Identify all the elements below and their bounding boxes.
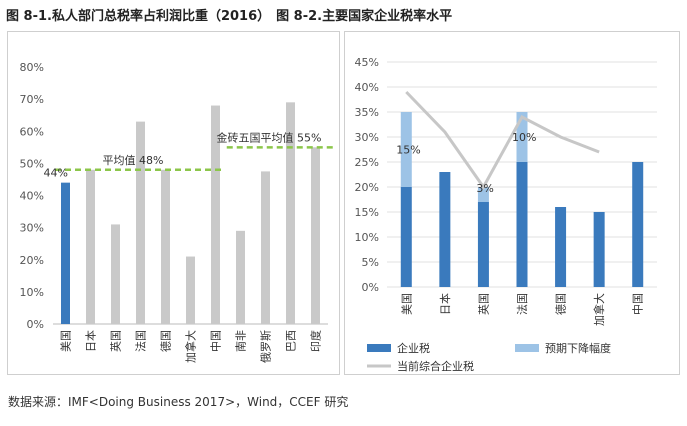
x-tick-label: 英国 (109, 330, 123, 352)
x-tick-label: 美国 (400, 293, 413, 315)
y-tick-label: 30% (20, 222, 44, 235)
x-tick-label: 加拿大 (592, 293, 606, 326)
bar-expected-cut-美国 (400, 112, 412, 187)
bar-英国 (111, 224, 120, 324)
y-tick-label: 45% (355, 56, 379, 69)
x-tick-label: 德国 (159, 330, 173, 352)
x-tick-label: 俄罗斯 (260, 330, 273, 363)
data-label: 15% (396, 144, 420, 157)
bar-南非 (236, 230, 245, 324)
left-chart-panel: 0% 10% 20% 30% 40% 50% 60% 70% 80% 平均值 48% 金砖五国平均值… (7, 31, 340, 375)
legend-swatch (367, 344, 391, 352)
bar-corporate-tax-中国 (632, 162, 644, 287)
y-tick-label: 30% (355, 131, 379, 144)
bar-日本 (86, 169, 95, 324)
x-tick-label: 南非 (235, 330, 248, 352)
y-tick-label: 0% (362, 281, 379, 294)
line-combined-tax (405, 90, 600, 190)
y-tick-label: 10% (20, 286, 44, 299)
figure-titles: 图 8-1.私人部门总税率占利润比重（2016） 图 8-2.主要国家企业税率水平 (6, 5, 452, 24)
x-tick-label: 法国 (515, 293, 529, 315)
y-tick-label: 20% (20, 254, 44, 267)
bar-corporate-tax-法国 (516, 162, 528, 287)
bar-俄罗斯 (261, 171, 270, 324)
x-tick-label: 德国 (554, 293, 568, 315)
bar-corporate-tax-日本 (439, 172, 451, 287)
y-tick-label: 25% (355, 156, 379, 169)
bar-expected-cut-法国 (516, 112, 528, 162)
bar-corporate-tax-美国 (400, 187, 412, 287)
left-figure-title: 图 8-1.私人部门总税率占利润比重（2016） (6, 9, 271, 24)
right-figure-title: 图 8-2.主要国家企业税率水平 (276, 9, 453, 24)
x-tick-label: 英国 (476, 293, 490, 315)
bar-corporate-tax-德国 (555, 207, 567, 287)
x-tick-label: 日本 (84, 330, 98, 352)
x-tick-label: 美国 (60, 330, 73, 352)
legend-label: 企业税 (397, 341, 430, 355)
x-tick-label: 印度 (309, 330, 323, 352)
x-tick-label: 巴西 (285, 330, 298, 352)
y-tick-label: 70% (20, 93, 44, 106)
data-label: 44% (44, 167, 68, 180)
y-tick-label: 40% (355, 81, 379, 94)
bar-加拿大 (186, 256, 195, 324)
bar-中国 (211, 105, 220, 324)
corporate-tax-chart: 0% 5% 10% 15% 20% 25% 30% 35% 40% 45% 15% 3% 10% 美国 日本… (355, 56, 657, 373)
y-tick-label: 5% (362, 256, 379, 269)
data-source-note: 数据来源：IMF<Doing Business 2017>，Wind，CCEF … (8, 395, 349, 409)
y-tick-label: 60% (20, 125, 44, 138)
legend-swatch (515, 344, 539, 352)
bar-corporate-tax-加拿大 (593, 212, 605, 287)
x-tick-label: 中国 (632, 293, 645, 315)
right-chart-panel: 0% 5% 10% 15% 20% 25% 30% 35% 40% 45% 15% 3% 10% 美国 日本… (344, 31, 680, 375)
data-label: 10% (512, 131, 536, 144)
bar-corporate-tax-英国 (477, 202, 489, 287)
x-tick-label: 中国 (210, 330, 223, 352)
y-tick-label: 20% (355, 181, 379, 194)
bar-德国 (161, 169, 170, 324)
y-tick-label: 50% (20, 157, 44, 170)
bar-印度 (311, 147, 320, 324)
y-tick-label: 80% (20, 61, 44, 74)
bar-美国 (61, 182, 70, 324)
y-tick-label: 15% (355, 206, 379, 219)
y-tick-label: 35% (355, 106, 379, 119)
y-tick-label: 40% (20, 190, 44, 203)
legend-label: 预期下降幅度 (545, 341, 611, 355)
x-tick-label: 加拿大 (184, 330, 198, 363)
y-tick-label: 10% (355, 231, 379, 244)
bar-巴西 (286, 102, 295, 325)
bar-法国 (136, 121, 145, 324)
x-tick-label: 日本 (438, 293, 452, 315)
private-sector-tax-chart: 0% 10% 20% 30% 40% 50% 60% 70% 80% 平均值 48% 金砖五国平均值… (20, 61, 336, 363)
legend-label: 当前综合企业税 (397, 359, 474, 373)
y-tick-label: 0% (27, 318, 44, 331)
reference-line-label: 平均值 48% (103, 154, 164, 167)
bar-expected-cut-英国 (477, 187, 489, 202)
x-tick-label: 法国 (134, 330, 148, 352)
reference-line-label: 金砖五国平均值 55% (217, 130, 322, 144)
data-label: 3% (476, 182, 493, 195)
